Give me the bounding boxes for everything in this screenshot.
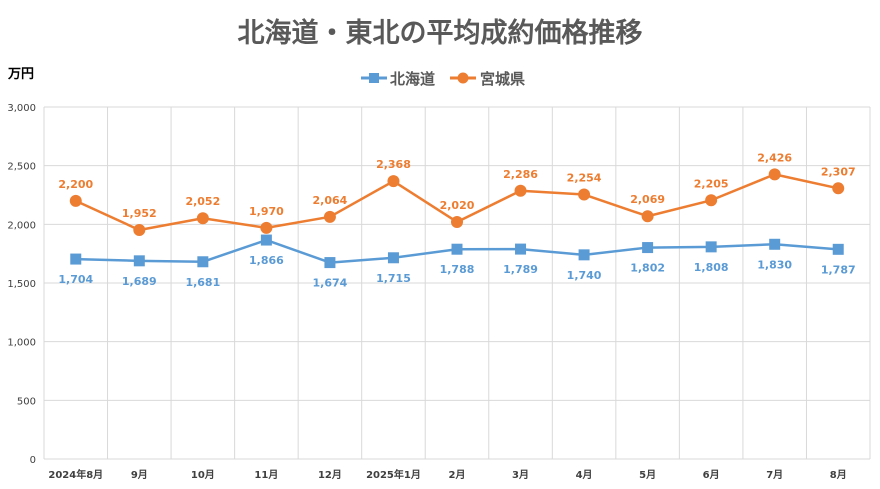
data-label: 1,970 bbox=[249, 205, 284, 218]
data-label: 2,368 bbox=[376, 158, 411, 171]
data-label: 2,307 bbox=[821, 165, 856, 178]
data-label: 1,788 bbox=[440, 263, 475, 276]
data-label: 1,952 bbox=[122, 207, 157, 220]
y-axis-unit-label: 万円 bbox=[7, 67, 34, 82]
data-label: 1,866 bbox=[249, 254, 284, 267]
x-tick-label: 2月 bbox=[449, 469, 466, 481]
data-point bbox=[387, 252, 399, 264]
data-point bbox=[196, 212, 209, 225]
plot-area: 1,704 1,689 1,681 1,866 1,674 1,715 1,788 1,789… bbox=[58, 151, 855, 289]
data-point bbox=[451, 215, 463, 228]
data-point bbox=[69, 194, 82, 207]
x-tick-label: 9月 bbox=[131, 469, 148, 481]
x-tick-label: 10月 bbox=[191, 469, 215, 481]
data-label: 2,064 bbox=[313, 194, 348, 207]
data-point bbox=[832, 243, 844, 255]
chart-title: 北海道・東北の平均成約価格推移 bbox=[238, 17, 643, 49]
data-point bbox=[70, 253, 82, 265]
data-point bbox=[451, 243, 463, 255]
data-label: 2,205 bbox=[694, 177, 729, 190]
data-point bbox=[642, 242, 654, 254]
data-point bbox=[705, 241, 717, 253]
data-point bbox=[832, 182, 845, 195]
legend-item-hokkaido: 北海道 bbox=[361, 70, 435, 88]
y-tick-label: 0 bbox=[30, 455, 36, 466]
y-tick-label: 2,000 bbox=[7, 220, 36, 231]
x-tick-label: 12月 bbox=[318, 469, 342, 481]
data-point bbox=[324, 257, 336, 269]
data-label: 1,789 bbox=[503, 263, 538, 276]
data-label: 1,787 bbox=[821, 263, 856, 276]
legend-label-miyagi: 宮城県 bbox=[480, 70, 525, 88]
data-label: 1,740 bbox=[567, 269, 602, 282]
legend-marker-miyagi bbox=[457, 72, 469, 84]
data-point bbox=[705, 194, 718, 207]
data-point bbox=[260, 234, 272, 246]
data-point bbox=[768, 168, 781, 181]
data-label: 1,808 bbox=[694, 261, 729, 274]
data-label: 2,020 bbox=[440, 199, 475, 212]
data-point bbox=[641, 210, 654, 223]
y-tick-label: 1,500 bbox=[7, 279, 36, 290]
y-axis-ticks: 0 500 1,000 1,500 2,000 2,500 3,000 bbox=[7, 103, 36, 466]
x-tick-label: 2025年1月 bbox=[366, 468, 421, 481]
data-point bbox=[133, 255, 145, 267]
data-label: 1,704 bbox=[58, 273, 93, 286]
data-point bbox=[387, 175, 400, 188]
data-label: 2,200 bbox=[58, 178, 93, 191]
data-point bbox=[578, 188, 591, 201]
data-point bbox=[260, 221, 273, 234]
data-label: 2,069 bbox=[630, 193, 665, 206]
y-tick-label: 1,000 bbox=[7, 338, 36, 349]
legend-marker-hokkaido bbox=[369, 73, 379, 83]
legend-label-hokkaido: 北海道 bbox=[390, 70, 435, 88]
y-tick-label: 500 bbox=[17, 396, 36, 407]
legend-item-miyagi: 宮城県 bbox=[450, 70, 525, 88]
data-label: 2,286 bbox=[503, 168, 538, 181]
x-tick-label: 5月 bbox=[639, 469, 656, 481]
data-point bbox=[578, 249, 590, 261]
x-axis-ticks: 2024年8月 9月 10月 11月 12月 2025年1月 2月 3月 4月 5月 6月 7月 8月 bbox=[48, 468, 846, 481]
y-tick-label: 2,500 bbox=[7, 162, 36, 173]
data-label: 1,674 bbox=[313, 277, 348, 290]
data-label: 2,426 bbox=[757, 151, 792, 164]
data-label: 2,052 bbox=[185, 195, 220, 208]
data-label: 1,830 bbox=[757, 258, 792, 271]
y-tick-label: 3,000 bbox=[7, 103, 36, 114]
data-label: 1,802 bbox=[630, 262, 665, 275]
data-point bbox=[769, 238, 781, 250]
data-point bbox=[323, 210, 336, 223]
x-tick-label: 6月 bbox=[703, 469, 720, 481]
data-label: 1,681 bbox=[185, 276, 220, 289]
legend: 北海道 宮城県 bbox=[361, 70, 525, 88]
data-point bbox=[197, 256, 209, 268]
data-label: 2,254 bbox=[567, 172, 602, 185]
x-tick-label: 2024年8月 bbox=[48, 468, 103, 481]
data-point bbox=[133, 223, 146, 236]
x-tick-label: 3月 bbox=[512, 469, 529, 481]
data-label: 1,715 bbox=[376, 272, 411, 285]
data-point bbox=[514, 184, 527, 197]
x-tick-label: 7月 bbox=[766, 469, 783, 481]
data-point bbox=[515, 243, 527, 255]
x-tick-label: 8月 bbox=[830, 469, 847, 481]
x-tick-label: 4月 bbox=[576, 469, 593, 481]
data-label: 1,689 bbox=[122, 275, 157, 288]
x-tick-label: 11月 bbox=[254, 469, 278, 481]
gridlines bbox=[43, 106, 871, 460]
